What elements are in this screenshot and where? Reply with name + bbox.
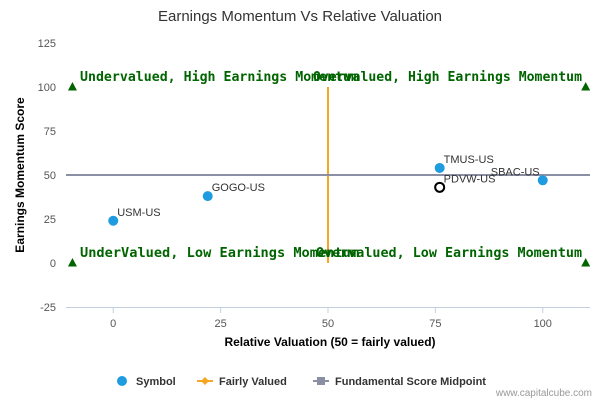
quadrant-marker [67, 82, 77, 91]
legend-symbol-marker [117, 376, 127, 386]
legend-label: Fairly Valued [219, 376, 287, 388]
data-point [537, 175, 548, 186]
data-point [434, 181, 446, 193]
x-tick-label: 75 [429, 318, 441, 330]
quadrant-label: UnderValued, Low Earnings Momentum [80, 246, 359, 261]
data-point-label: PDVW-US [444, 173, 496, 185]
quadrant-label: Undervalued, High Earnings Momentum [80, 70, 359, 85]
data-point [108, 215, 119, 226]
data-point [202, 191, 213, 202]
quadrant-label: Overvalued, Low Earnings Momentum [316, 246, 582, 261]
y-tick-label: -25 [40, 302, 56, 314]
legend: Symbol Fairly Valued Fundamental Score Mid… [117, 376, 486, 388]
data-point-label: GOGO-US [212, 182, 265, 194]
x-axis-title: Relative Valuation (50 = fairly valued) [224, 335, 435, 349]
data-point-label: SBAC-US [491, 166, 540, 178]
y-tick-label: 100 [38, 82, 56, 94]
legend-label: Symbol [136, 376, 176, 388]
y-tick-label: 25 [44, 214, 56, 226]
x-tick-label: 25 [214, 318, 226, 330]
x-tick-label: 0 [110, 318, 116, 330]
x-tick-label: 50 [322, 318, 334, 330]
x-tick-label: 100 [534, 318, 552, 330]
data-point [434, 162, 445, 173]
y-tick-label: 125 [38, 38, 56, 50]
plot-area: -25 0 25 50 75 100 125 0 25 50 75 100 Undervalued, H… [38, 38, 591, 330]
legend-midpoint-marker [317, 377, 325, 385]
quadrant-marker [67, 258, 77, 267]
chart-title: Earnings Momentum Vs Relative Valuation [158, 8, 442, 25]
legend-fairly-valued-marker [201, 377, 209, 385]
y-tick-label: 75 [44, 126, 56, 138]
y-tick-label: 50 [44, 170, 56, 182]
quadrant-marker [581, 82, 591, 91]
quadrant-label: Overvalued, High Earnings Momentum [313, 70, 582, 85]
y-axis-title: Earnings Momentum Score [13, 97, 27, 253]
legend-label: Fundamental Score Midpoint [335, 376, 486, 388]
data-point-label: USM-US [117, 207, 160, 219]
data-point-label: TMUS-US [444, 154, 494, 166]
y-tick-label: 0 [50, 258, 56, 270]
credit-text: www.capitalcube.com [495, 388, 592, 399]
quadrant-marker [581, 258, 591, 267]
